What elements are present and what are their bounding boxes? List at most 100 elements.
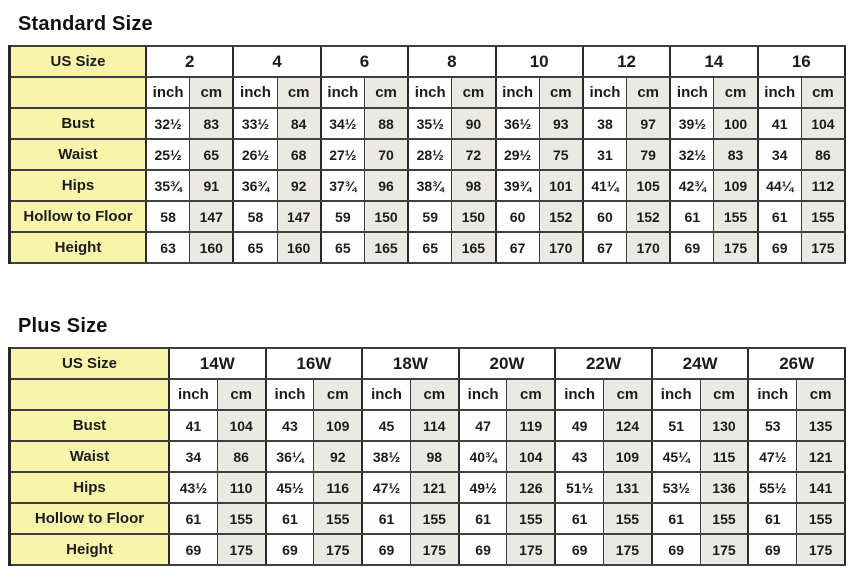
value-cm-cell: 92: [313, 440, 363, 473]
value-cm-cell: 160: [276, 231, 322, 264]
size-header-cell: 16W: [264, 347, 363, 380]
value-inch-cell: 49: [554, 409, 605, 442]
standard-size-table: US Size 2 4 6 8 10 12 14 16 inch cm inch cm inch cm inc…: [8, 45, 846, 264]
value-cm-cell: 175: [699, 533, 749, 566]
unit-inch-header-cell: inch: [361, 378, 411, 411]
value-inch-cell: 45: [361, 409, 411, 442]
value-inch-cell: 59: [407, 200, 453, 233]
table-row: Height 69 175 69 175 69 175 69 175 69 175 69 175 69 17…: [9, 533, 846, 566]
row-label-cell: Height: [9, 231, 147, 264]
value-inch-cell: 36¾: [232, 169, 278, 202]
value-inch-cell: 61: [264, 502, 315, 535]
size-header-cell: 2: [144, 45, 234, 78]
us-size-corner-cell: US Size: [9, 45, 147, 78]
value-cm-cell: 98: [451, 169, 496, 202]
table-row: Hips 35¾ 91 36¾ 92 37¾ 96 38¾ 98 39¾ 101 41¼ 105 42¾ 1…: [9, 169, 846, 202]
value-inch-cell: 44¼: [756, 169, 802, 202]
value-inch-cell: 42¾: [669, 169, 715, 202]
size-header-cell: 12: [581, 45, 671, 78]
value-cm-cell: 150: [451, 200, 496, 233]
value-inch-cell: 65: [319, 231, 365, 264]
value-cm-cell: 165: [451, 231, 496, 264]
unit-cm-header-cell: cm: [216, 378, 267, 411]
unit-cm-header-cell: cm: [626, 76, 671, 109]
value-cm-cell: 175: [603, 533, 653, 566]
value-inch-cell: 43: [264, 409, 315, 442]
value-inch-cell: 36¼: [264, 440, 315, 473]
value-cm-cell: 121: [409, 471, 460, 504]
row-label-cell: Waist: [9, 440, 170, 473]
value-inch-cell: 37¾: [319, 169, 365, 202]
value-inch-cell: 53: [747, 409, 798, 442]
value-inch-cell: 35¾: [145, 169, 191, 202]
row-label-cell: Hips: [9, 169, 147, 202]
value-inch-cell: 47: [457, 409, 508, 442]
value-cm-cell: 105: [626, 169, 671, 202]
value-inch-cell: 61: [747, 502, 798, 535]
value-cm-cell: 115: [699, 440, 749, 473]
value-inch-cell: 43: [554, 440, 605, 473]
value-inch-cell: 61: [361, 502, 411, 535]
unit-inch-header-cell: inch: [756, 76, 802, 109]
value-inch-cell: 35½: [407, 107, 453, 140]
value-inch-cell: 59: [319, 200, 365, 233]
value-cm-cell: 110: [216, 471, 267, 504]
size-header-cell: 22W: [554, 347, 653, 380]
table-row: Bust 41 104 43 109 45 114 47 119 49 124 51 130 53 135: [9, 409, 846, 442]
value-cm-cell: 152: [538, 200, 584, 233]
value-inch-cell: 63: [145, 231, 191, 264]
value-cm-cell: 155: [796, 502, 846, 535]
empty-label-cell: [9, 378, 170, 411]
value-inch-cell: 38: [581, 107, 628, 140]
unit-cm-header-cell: cm: [800, 76, 846, 109]
unit-inch-header-cell: inch: [747, 378, 798, 411]
value-inch-cell: 65: [407, 231, 453, 264]
value-inch-cell: 51: [650, 409, 701, 442]
value-inch-cell: 49½: [457, 471, 508, 504]
value-cm-cell: 101: [538, 169, 584, 202]
value-inch-cell: 61: [457, 502, 508, 535]
value-inch-cell: 34½: [319, 107, 365, 140]
value-cm-cell: 152: [626, 200, 671, 233]
standard-size-title: Standard Size: [18, 13, 153, 35]
value-cm-cell: 88: [363, 107, 409, 140]
value-cm-cell: 70: [363, 138, 409, 171]
value-cm-cell: 90: [451, 107, 496, 140]
unit-cm-header-cell: cm: [603, 378, 653, 411]
value-cm-cell: 114: [409, 409, 460, 442]
value-inch-cell: 36½: [494, 107, 540, 140]
unit-cm-header-cell: cm: [363, 76, 409, 109]
value-cm-cell: 91: [189, 169, 234, 202]
plus-size-title: Plus Size: [18, 315, 108, 337]
unit-inch-header-cell: inch: [145, 76, 191, 109]
value-inch-cell: 27½: [319, 138, 365, 171]
value-cm-cell: 97: [626, 107, 671, 140]
table-row: Waist 34 86 36¼ 92 38½ 98 40¾ 104 43 109 45¼ 115 47½ 1…: [9, 440, 846, 473]
size-header-cell: 6: [319, 45, 409, 78]
value-inch-cell: 67: [494, 231, 540, 264]
value-cm-cell: 155: [603, 502, 653, 535]
value-cm-cell: 92: [276, 169, 322, 202]
unit-inch-header-cell: inch: [167, 378, 218, 411]
value-inch-cell: 31: [581, 138, 628, 171]
unit-cm-header-cell: cm: [506, 378, 556, 411]
value-inch-cell: 69: [650, 533, 701, 566]
value-inch-cell: 32½: [669, 138, 715, 171]
value-inch-cell: 58: [145, 200, 191, 233]
value-inch-cell: 34: [167, 440, 218, 473]
value-cm-cell: 131: [603, 471, 653, 504]
value-cm-cell: 136: [699, 471, 749, 504]
value-inch-cell: 69: [554, 533, 605, 566]
value-inch-cell: 38¾: [407, 169, 453, 202]
value-cm-cell: 124: [603, 409, 653, 442]
value-inch-cell: 41¼: [581, 169, 628, 202]
value-inch-cell: 39½: [669, 107, 715, 140]
value-inch-cell: 39¾: [494, 169, 540, 202]
value-cm-cell: 141: [796, 471, 846, 504]
value-cm-cell: 83: [713, 138, 759, 171]
value-cm-cell: 155: [216, 502, 267, 535]
unit-cm-header-cell: cm: [276, 76, 322, 109]
unit-cm-header-cell: cm: [409, 378, 460, 411]
size-header-cell: 8: [407, 45, 497, 78]
value-inch-cell: 65: [232, 231, 278, 264]
